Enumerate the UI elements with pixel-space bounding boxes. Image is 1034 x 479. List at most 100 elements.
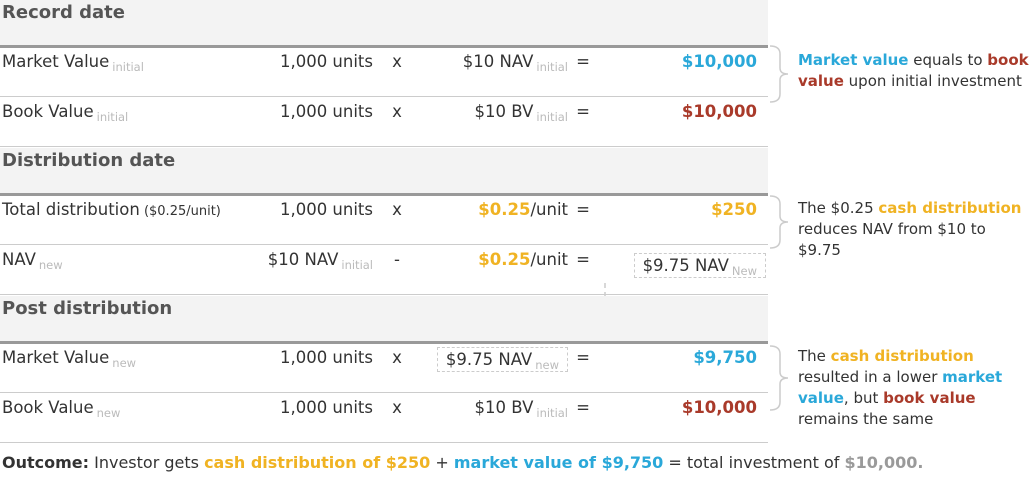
text-segment: 1,000 units	[279, 348, 373, 367]
subscript: new	[38, 258, 63, 272]
text-segment: remains the same	[798, 410, 934, 428]
quantity: $10 NAV initial	[180, 247, 373, 273]
row-label: Market Value new	[2, 345, 252, 371]
subscript: initial	[536, 110, 568, 124]
brace	[769, 195, 789, 249]
text-segment: cash distribution of $250	[204, 453, 431, 472]
equals: =	[576, 102, 590, 121]
text-segment: 1,000 units	[279, 102, 373, 121]
row-line	[0, 96, 768, 97]
subscript: initial	[112, 60, 144, 74]
text-segment: cash distribution	[830, 347, 974, 365]
rate: $10 NAV initial	[410, 49, 568, 75]
side-note: Market value equals to book value upon i…	[798, 50, 1030, 92]
row-label: Total distribution ($0.25/unit)	[2, 197, 252, 223]
text-segment: Market Value	[2, 348, 110, 367]
side-note: The cash distribution resulted in a lowe…	[798, 346, 1030, 430]
row-line	[0, 442, 768, 443]
text-segment: $10 BV	[474, 398, 534, 417]
text-segment: equals to	[908, 51, 988, 69]
text-segment: $9.75 NAV	[445, 350, 533, 369]
operator: -	[394, 250, 400, 269]
quantity: 1,000 units	[180, 197, 373, 223]
side-note: The $0.25 cash distribution reduces NAV …	[798, 198, 1030, 261]
text-segment: $10,000.	[844, 453, 924, 472]
row-line	[0, 146, 768, 147]
rate: $0.25/unit	[410, 247, 568, 273]
text-segment: 1,000 units	[279, 398, 373, 417]
text-segment: = total investment of	[663, 453, 845, 472]
text-segment: $9,750	[693, 348, 757, 367]
section-title: Distribution date	[0, 148, 768, 194]
rate: $9.75 NAV new	[410, 347, 568, 373]
section-title: Post distribution	[0, 296, 768, 342]
quantity: 1,000 units	[180, 345, 373, 371]
rate: $0.25/unit	[410, 197, 568, 223]
row-line	[0, 392, 768, 393]
text-segment: Book Value	[2, 398, 94, 417]
text-segment: resulted in a lower	[798, 368, 943, 386]
text-segment: reduces NAV from $10 to $9.75	[798, 220, 986, 259]
dashed-box: $9.75 NAV New	[633, 253, 766, 278]
text-segment: , but	[843, 389, 884, 407]
equals: =	[576, 398, 590, 417]
operator: x	[392, 398, 402, 417]
text-segment: cash distribution	[878, 199, 1022, 217]
text-segment: /unit	[530, 200, 568, 219]
result: $9,750	[600, 345, 757, 371]
equals: =	[576, 200, 590, 219]
text-segment: $10 BV	[474, 102, 534, 121]
subscript: initial	[536, 406, 568, 420]
row-label: NAV new	[2, 247, 252, 273]
subscript: new	[112, 356, 137, 370]
text-segment: book value	[883, 389, 976, 407]
brace	[769, 45, 789, 103]
dashed-box: $9.75 NAV new	[436, 347, 568, 372]
subscript: initial	[96, 110, 129, 124]
outcome: Outcome: Investor gets cash distribution…	[2, 453, 923, 472]
text-segment: The	[798, 347, 831, 365]
text-segment: Outcome:	[2, 453, 90, 472]
text-segment: $10,000	[681, 52, 757, 71]
text-segment: Investor gets	[89, 453, 205, 472]
text-segment: 1,000 units	[279, 52, 373, 71]
row-line	[0, 244, 768, 245]
row-label: Book Value initial	[2, 99, 252, 125]
operator: x	[392, 102, 402, 121]
rate: $10 BV initial	[410, 395, 568, 421]
subscript: new	[96, 406, 121, 420]
quantity: 1,000 units	[180, 99, 373, 125]
text-segment: ($0.25/unit)	[139, 204, 221, 219]
result: $250	[600, 197, 757, 223]
text-segment: market value of $9,750	[453, 453, 664, 472]
equals: =	[576, 250, 590, 269]
equals: =	[576, 52, 590, 71]
operator: x	[392, 200, 402, 219]
result: $10,000	[600, 395, 757, 421]
text-segment: The $0.25	[798, 199, 879, 217]
text-segment: /unit	[530, 250, 568, 269]
text-segment: +	[430, 453, 454, 472]
text-segment: 1,000 units	[279, 200, 373, 219]
text-segment: NAV	[2, 250, 36, 269]
section-title: Record date	[0, 0, 768, 46]
operator: x	[392, 348, 402, 367]
subscript: initial	[536, 60, 568, 74]
result: $10,000	[600, 49, 757, 75]
text-segment: Book Value	[2, 102, 94, 121]
text-segment: $10 NAV	[462, 52, 534, 71]
text-segment: $0.25	[478, 250, 531, 269]
quantity: 1,000 units	[180, 395, 373, 421]
divider	[0, 45, 768, 48]
text-segment: $10 NAV	[267, 250, 339, 269]
equals: =	[576, 348, 590, 367]
text-segment: market value	[798, 368, 1003, 407]
brace	[769, 345, 789, 411]
text-segment: Market value	[798, 51, 909, 69]
quantity: 1,000 units	[180, 49, 373, 75]
operator: x	[392, 52, 402, 71]
divider	[0, 193, 768, 196]
text-segment: $9.75 NAV	[642, 256, 729, 275]
text-segment: upon initial investment	[843, 72, 1022, 90]
